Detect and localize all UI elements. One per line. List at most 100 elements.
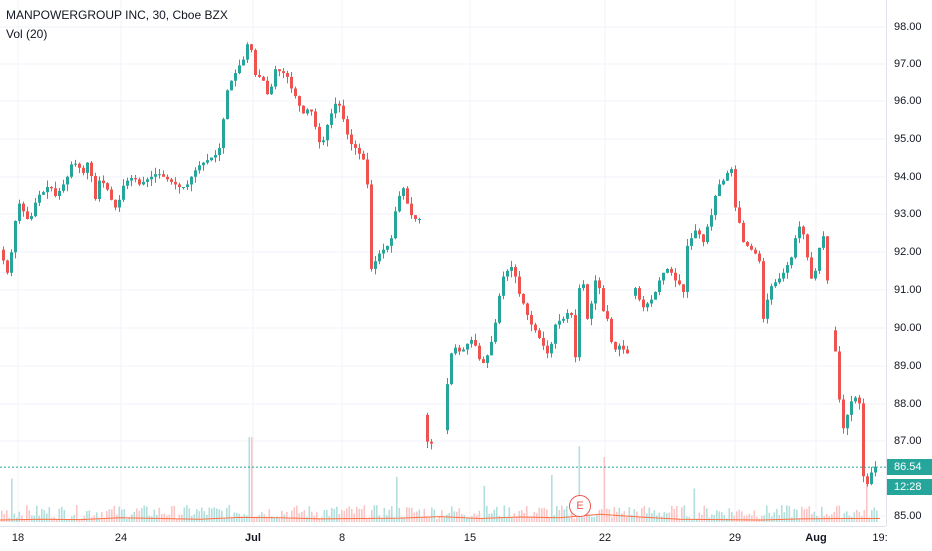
volume-bar [343,510,346,522]
volume-bar [436,518,438,522]
price-axis[interactable]: 98.00 97.00 96.00 95.00 94.00 93.00 92.0… [886,0,932,526]
candle-body [230,80,233,91]
volume-bar [366,518,368,522]
volume-bar [796,509,798,522]
candle-body [654,291,657,300]
candle-body [846,414,849,429]
earnings-marker[interactable]: E [569,495,591,517]
volume-bar [251,437,253,522]
volume-bar [363,505,366,522]
volume-bar [78,518,81,522]
candle-body [118,199,121,208]
candle-body [742,222,745,243]
candlestick-chart[interactable] [0,0,886,526]
price-tick: 96.00 [894,95,922,107]
candle-body [6,260,9,273]
volume-bar [66,518,68,522]
volume-bar [591,516,593,522]
candle-body [718,184,721,196]
volume-bar [473,513,476,522]
volume-bar [738,509,741,522]
volume-bar [846,511,848,522]
volume-bar [773,512,776,522]
candle-body [418,219,421,220]
volume-bar [593,517,596,522]
volume-bar [63,509,66,522]
candle-body [750,245,753,250]
volume-bar [438,516,441,522]
candle-body [198,165,201,171]
volume-bar [731,512,733,522]
candle-body [582,284,585,289]
volume-bar [411,507,413,522]
volume-bar [13,513,16,522]
time-axis[interactable]: 18 24 Jul 8 15 22 29 Aug 19: [0,526,888,551]
candle-body [102,180,105,184]
candle-body [838,351,841,400]
volume-bar [163,513,166,522]
volume-bar [586,511,588,522]
volume-bar [723,515,726,522]
price-tick: 93.00 [894,208,922,220]
candle-body [578,288,581,358]
volume-bar [876,510,878,522]
candle-body [454,347,457,354]
candle-body [566,313,569,319]
volume-bar [818,517,821,522]
volume-indicator-label[interactable]: Vol (20) [6,27,48,41]
volume-bar [571,508,573,522]
price-tick: 89.00 [894,360,922,372]
volume-bar [681,507,683,522]
candle-body [86,162,89,173]
volume-bar [751,515,753,522]
candle-body [546,345,549,354]
candle-body [502,276,505,296]
volume-bar [23,518,26,522]
volume-bar [843,513,846,522]
volume-bar [151,516,153,522]
volume-bars [1,437,878,522]
volume-bar [761,516,763,522]
candle-body [350,134,353,145]
volume-bar [498,515,501,522]
volume-ma-line [0,513,880,521]
candle-body [274,69,277,87]
volume-bar [278,517,281,522]
bar-countdown-badge: 12:28 [887,479,932,496]
volume-bar [608,509,611,522]
volume-bar [828,516,831,522]
candle-body [42,192,45,195]
volume-bar [143,505,146,522]
candle-body [282,71,285,74]
volume-bar [808,506,811,522]
candle-body [194,170,197,177]
volume-bar [403,517,406,522]
volume-bar [6,510,8,522]
candle-body [158,174,161,176]
candle-body [286,73,289,77]
volume-bar [296,505,298,522]
candle-body [398,195,401,212]
volume-bar [493,509,496,522]
volume-bar [841,518,843,522]
candle-body [374,261,377,269]
volume-bar [121,509,123,522]
volume-bar [203,511,206,522]
candle-body [514,267,517,277]
candle-body [298,96,301,106]
candle-body [478,345,481,360]
volume-bar [561,505,563,522]
volume-bar [628,507,631,522]
candle-body [834,330,837,352]
volume-bar [548,517,551,522]
candle-body [626,349,629,354]
volume-bar [666,513,668,522]
volume-bar [426,516,428,522]
candle-body [526,303,529,315]
candle-body [334,103,337,114]
volume-bar [431,507,433,522]
candle-body [154,174,157,177]
volume-bar [128,517,131,522]
chart-plot-area[interactable]: E [0,0,886,526]
volume-bar [826,514,828,522]
